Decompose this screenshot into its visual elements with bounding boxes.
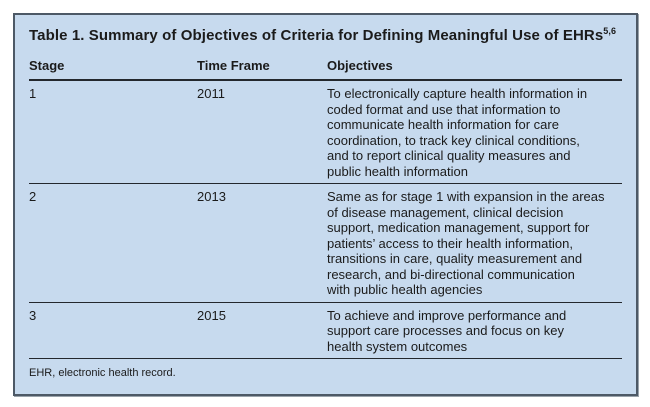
table-row: 3 2015 To achieve and improve performanc… (29, 303, 622, 359)
objectives-cell: To electronically capture health informa… (327, 86, 588, 179)
objectives-cell: To achieve and improve performance and s… (327, 307, 567, 354)
table-container: Table 1. Summary of Objectives of Criter… (13, 13, 638, 396)
table-row: 1 2011 To electronically capture health … (29, 81, 622, 184)
table-row: 2 2013 Same as for stage 1 with expansio… (29, 184, 622, 303)
table-title: Table 1. Summary of Objectives of Criter… (29, 15, 622, 45)
stage-cell: 3 (29, 307, 37, 323)
table-header-row: Stage Time Frame Objectives (29, 58, 622, 81)
stage-cell: 2 (29, 189, 37, 204)
table-title-text: Table 1. Summary of Objectives of Criter… (29, 27, 604, 44)
table-title-citation: 5,6 (603, 26, 617, 36)
table-inner: Table 1. Summary of Objectives of Criter… (29, 15, 622, 380)
time-frame-cell: 2015 (197, 307, 226, 323)
objectives-cell: Same as for stage 1 with expansion in th… (327, 189, 605, 297)
column-header-time-frame: Time Frame (197, 58, 270, 73)
table-footnote: EHR, electronic health record. (29, 367, 176, 379)
time-frame-cell: 2011 (197, 86, 225, 101)
column-header-stage: Stage (29, 58, 65, 73)
time-frame-cell: 2013 (197, 189, 226, 204)
stage-cell: 1 (29, 86, 37, 101)
column-header-objectives: Objectives (327, 58, 393, 73)
